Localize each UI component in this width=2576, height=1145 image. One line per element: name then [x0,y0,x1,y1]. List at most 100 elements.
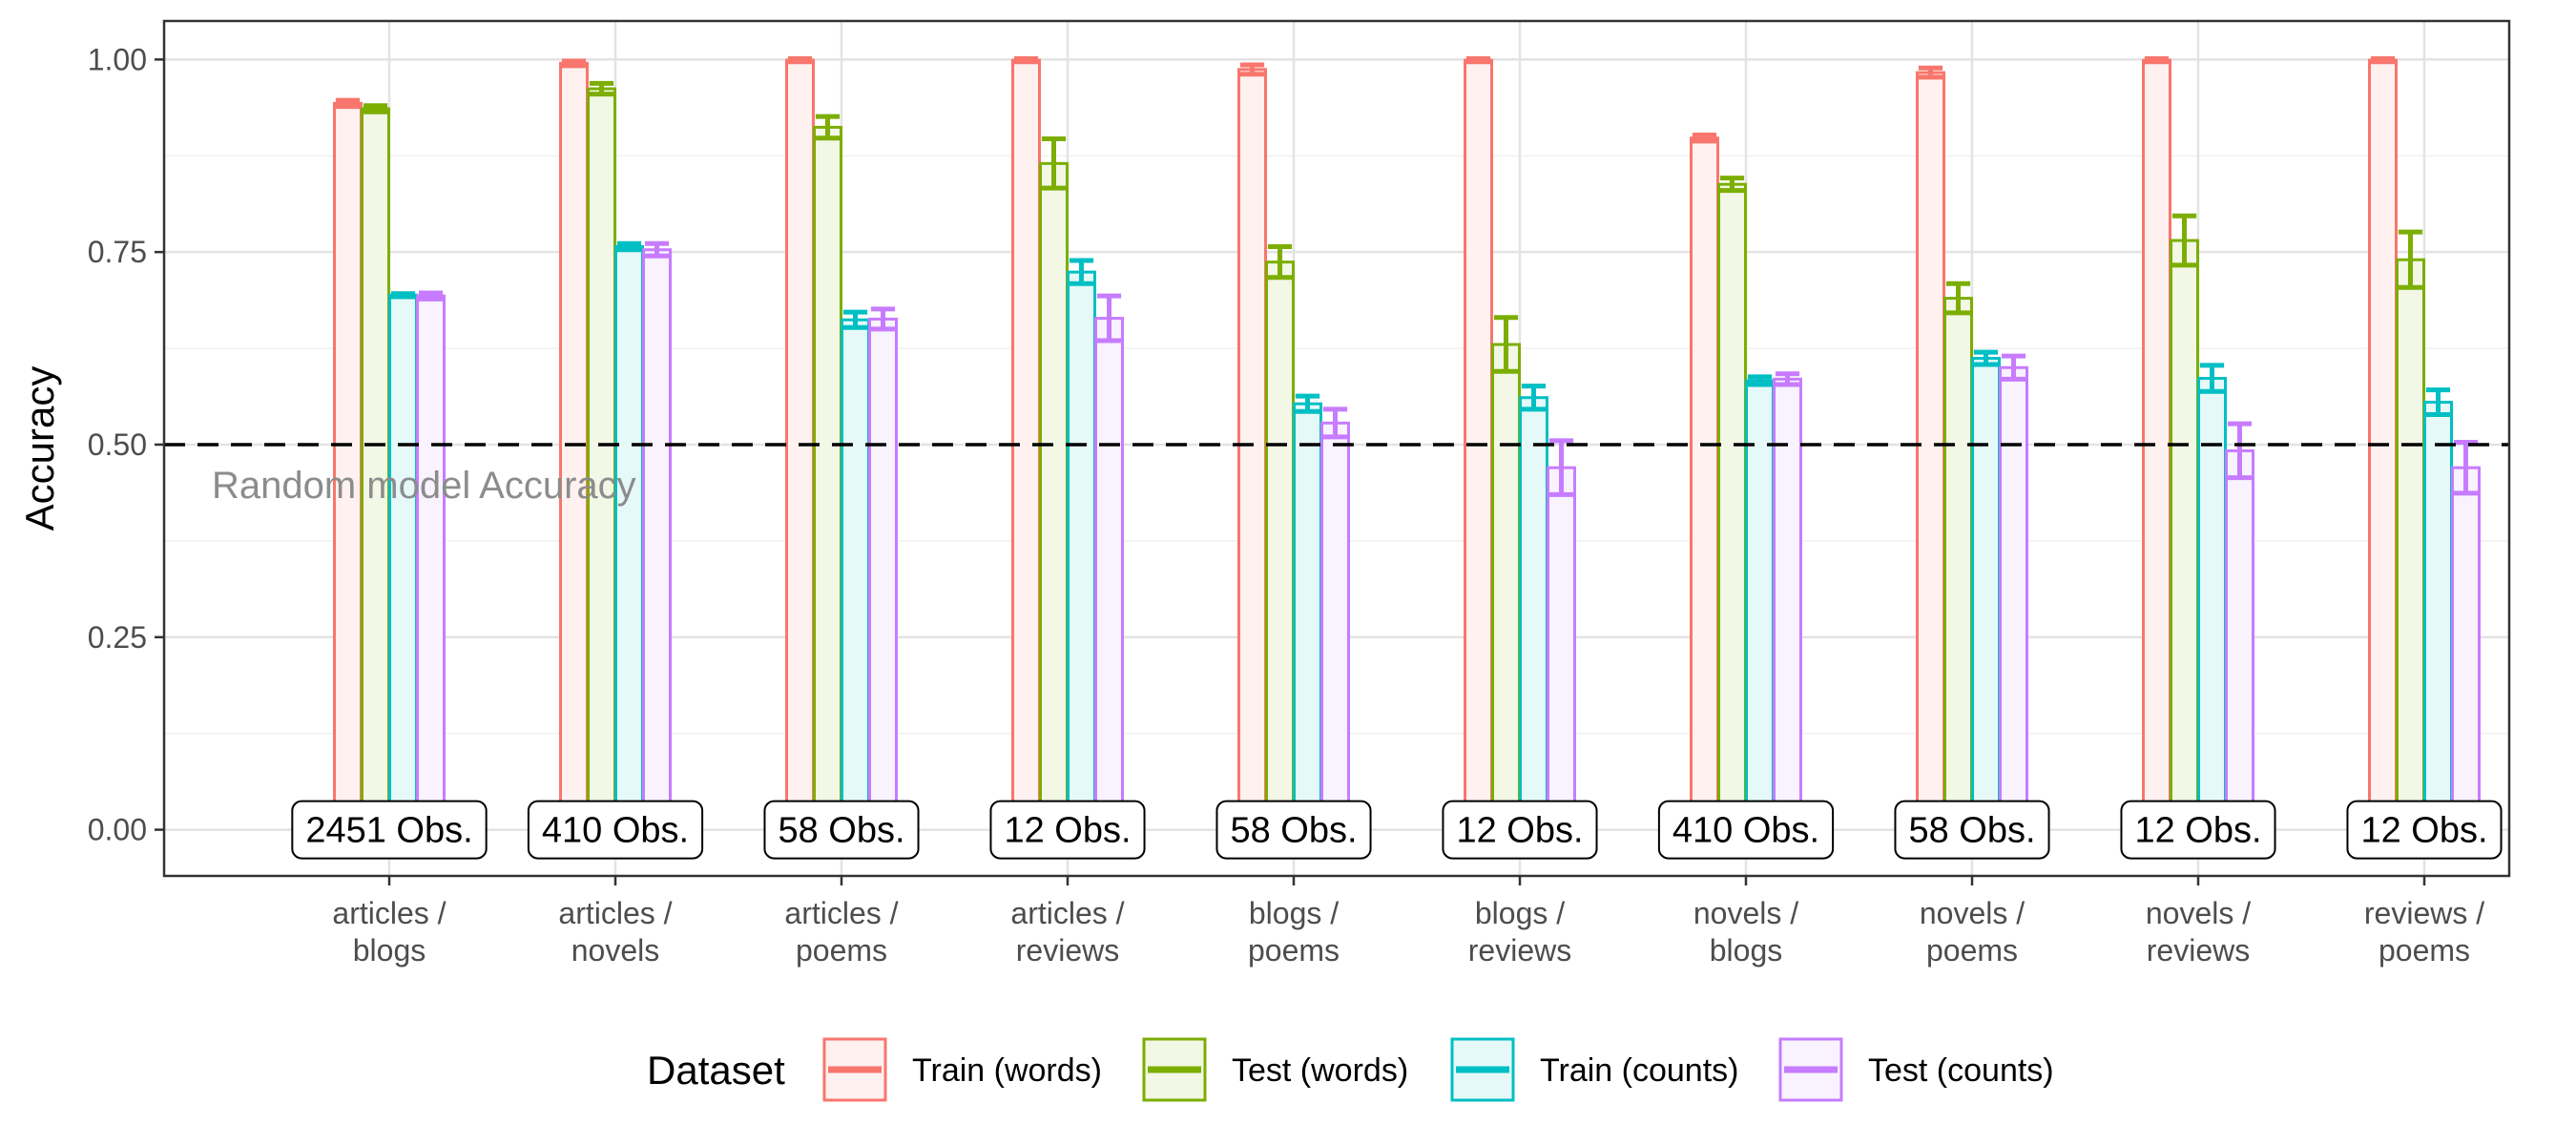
error-bar [561,58,587,69]
y-tick-label: 0.50 [88,427,147,462]
error-bar [1295,393,1320,414]
bar [841,318,870,832]
obs-label-box [989,800,1146,860]
bar [388,293,418,832]
y-tick-label: 0.00 [88,813,147,847]
obs-label-box [2120,800,2276,860]
obs-label-box [527,800,704,860]
error-bar [1322,406,1348,440]
bar [1094,317,1124,832]
x-tick-label-line1: blogs / [1249,896,1339,930]
error-bar [815,114,841,141]
obs-label-text: 58 Obs. [1908,811,2035,851]
bar [1690,136,1719,832]
y-axis-title: Accuracy [17,366,62,531]
bar [1039,161,1069,832]
legend-item: Test (counts) [1778,1037,2054,1102]
legend-label: Test (words) [1232,1052,1408,1089]
x-tick-label-line1: novels / [1920,896,2025,930]
bar [1971,357,2001,832]
error-bar [1493,315,1519,374]
bar [1519,396,1548,832]
legend-label: Train (words) [912,1052,1102,1089]
error-bar [1945,281,1971,316]
x-tick-label-line2: poems [2379,933,2470,968]
error-bar [390,291,416,300]
bar [2451,466,2481,832]
bar [1293,402,1322,832]
error-bar [616,240,642,253]
error-bar [1521,384,1547,412]
bar [1237,68,1267,832]
obs-label-text: 12 Obs. [1004,811,1131,851]
error-bar [787,56,813,65]
obs-label-text: 58 Obs. [1230,811,1357,851]
obs-label: 58 Obs. [1215,800,1372,860]
bar [2396,258,2425,832]
error-bar [1465,56,1491,65]
error-bar [2425,387,2451,417]
obs-label-box [291,800,488,860]
bar [2225,448,2254,832]
bars [333,56,2481,832]
obs-label: 2451 Obs. [291,800,488,860]
error-bar [1548,438,1574,497]
bar [1717,182,1747,832]
legend-label: Train (counts) [1540,1052,1738,1089]
legend-title: Dataset [647,1048,785,1093]
x-tick-label-line1: articles / [1010,896,1124,930]
reference-line-label: Random model Accuracy [212,465,636,507]
bar [813,125,842,832]
obs-label: 12 Obs. [2346,800,2503,860]
obs-label: 58 Obs. [1894,800,2050,860]
error-bar [1041,136,1067,191]
x-tick-label-line1: reviews / [2364,896,2484,930]
error-bar [589,80,614,97]
obs-label-text: 410 Obs. [1672,811,1819,851]
obs-label-text: 58 Obs. [778,811,904,851]
x-tick-label-line2: reviews [1016,933,1119,968]
bar [1999,365,2028,832]
legend-label: Test (counts) [1868,1052,2054,1089]
obs-label-box [1657,800,1835,860]
bar [1067,270,1096,832]
y-tick-label: 0.75 [88,235,147,269]
obs-label-text: 410 Obs. [542,811,689,851]
bar [2423,401,2453,832]
obs-label: 12 Obs. [1442,800,1598,860]
x-tick-label-line1: novels / [2146,896,2251,930]
x-tick-label-line1: articles / [332,896,446,930]
x-tick-label-line2: reviews [1468,933,1571,968]
legend: Dataset Train (words) Test (words) Train (c… [647,1037,2054,1102]
y-tick-label: 0.25 [88,620,147,655]
observation-labels: 2451 Obs. 410 Obs. 58 Obs. 12 Obs. 58 Obs. 12… [291,800,2503,860]
error-bar [1267,244,1293,281]
error-bar [2144,56,2170,65]
y-tick-label: 1.00 [88,42,147,76]
obs-label-text: 12 Obs. [1456,811,1583,851]
error-bar [2453,440,2479,496]
error-bar [1719,176,1745,194]
bar [1916,71,1945,832]
obs-label-box [763,800,920,860]
x-tick-label-line2: poems [1926,933,2018,968]
x-tick-label-line1: novels / [1693,896,1798,930]
error-bar [2199,363,2225,394]
bar [2170,239,2199,832]
error-bar [2227,421,2253,481]
bar [1773,377,1802,832]
bar [642,248,672,832]
obs-label: 12 Obs. [2120,800,2276,860]
error-bar [2398,229,2423,290]
error-bar [1069,258,1094,286]
obs-label-text: 12 Obs. [2134,811,2261,851]
obs-label: 58 Obs. [763,800,920,860]
legend-item: Test (words) [1142,1037,1408,1102]
obs-label-text: 2451 Obs. [305,811,472,851]
error-bar [1013,56,1039,65]
bar [1943,297,1973,832]
error-bar [644,240,670,259]
error-bar [2001,353,2026,382]
bar [416,294,446,832]
